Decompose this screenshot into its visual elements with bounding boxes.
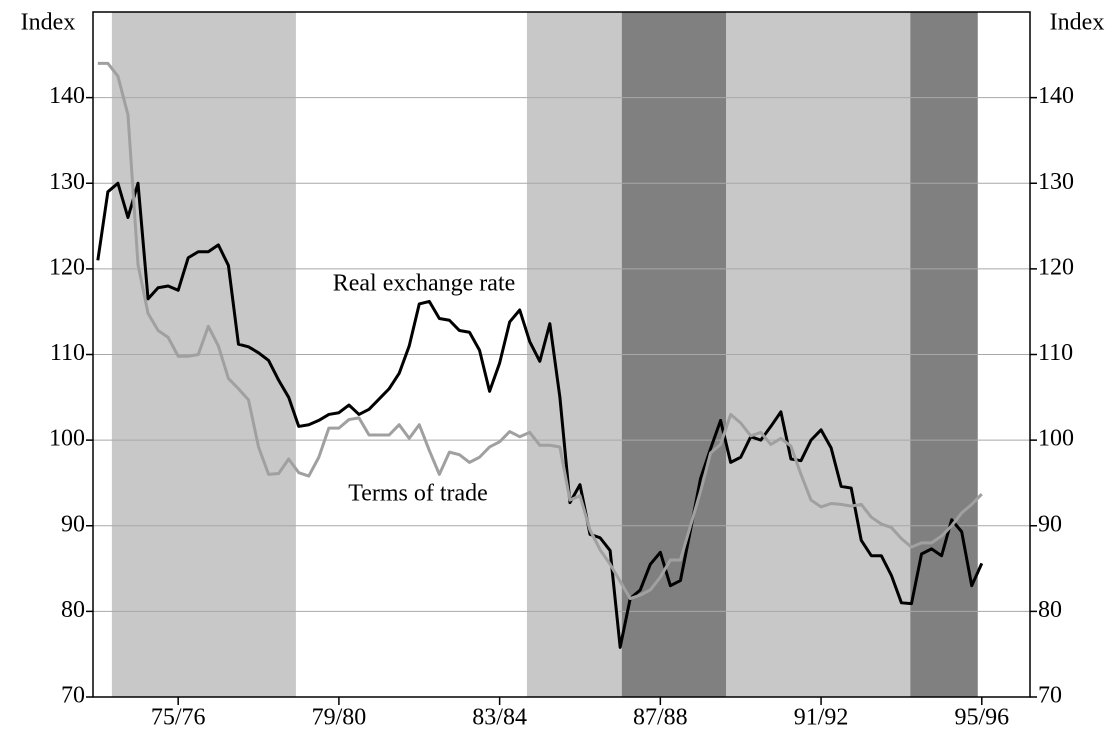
plot-frame: [92, 11, 1031, 698]
y2-tick-label: 110: [1038, 340, 1073, 366]
y2-tick-label: 130: [1038, 169, 1074, 195]
annotation: Real exchange rate: [333, 271, 516, 297]
y-tick-label: 140: [49, 83, 85, 109]
series-line: [96, 181, 984, 649]
x-tick-label: 79/80: [312, 705, 367, 731]
y2-tick-label: 70: [1038, 683, 1062, 709]
x-tick-label: 95/96: [954, 705, 1009, 731]
x-tick-label: 83/84: [472, 705, 527, 731]
annotation: Terms of trade: [348, 481, 488, 507]
y2-tick-label: 140: [1038, 83, 1074, 109]
y-axis-label: Index: [21, 10, 76, 36]
y-tick-label: 120: [49, 254, 85, 280]
y2-axis-label: Index: [1050, 10, 1105, 36]
y2-tick-label: 100: [1038, 426, 1074, 452]
y-tick-label: 100: [49, 426, 85, 452]
x-tick-label: 75/76: [151, 705, 206, 731]
x-tick-label: 87/88: [633, 705, 688, 731]
y-tick-label: 70: [61, 683, 85, 709]
y-tick-label: 80: [61, 597, 85, 623]
y2-tick-label: 120: [1038, 254, 1074, 280]
y-tick-label: 110: [50, 340, 85, 366]
y-tick-label: 90: [61, 511, 85, 537]
y-tick-label: 130: [49, 169, 85, 195]
x-tick-label: 91/92: [794, 705, 849, 731]
y2-tick-label: 90: [1038, 511, 1062, 537]
y2-tick-label: 80: [1038, 597, 1062, 623]
series-line: [97, 61, 983, 601]
